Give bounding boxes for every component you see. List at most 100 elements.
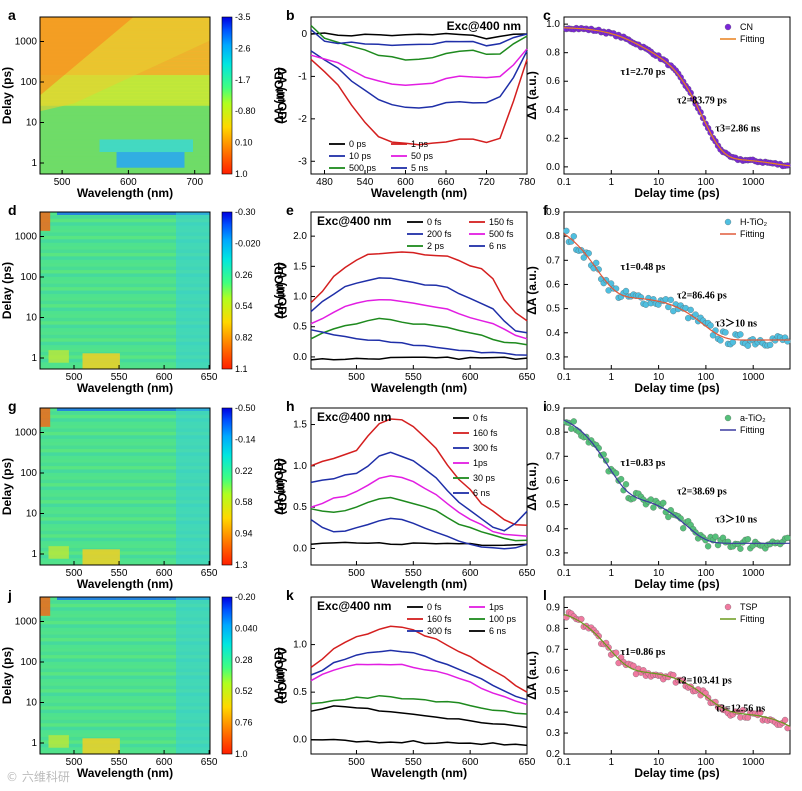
colorbar-tick-label: 0.58 [235,497,253,507]
heatmap-stripe [40,716,210,721]
x-tick-label: 10 [653,372,665,383]
y-axis-label: Delay (ps) [0,458,14,515]
heatmap-stripe [40,341,210,346]
legend-label: 500 ps [349,163,377,173]
heatmap-stripe [40,239,210,244]
y-tick-label: -3 [298,156,307,167]
y-tick-label: 0.6 [546,475,560,486]
heatmap-stripe [40,421,210,426]
tau-annotation: τ3=12.56 ns [715,704,765,715]
heatmap-stripe [40,668,210,673]
y-axis-label: ΔA (mOD) [272,67,286,124]
plot-frame [310,407,528,566]
heatmap-image [40,408,210,565]
x-tick-label: 500 [66,372,83,383]
x-tick-label: 500 [348,568,365,579]
series-line-6-ns [310,329,528,356]
heatmap-stripe [40,431,210,436]
y-tick-label: 2.0 [293,231,307,242]
heatmap-stripe [40,290,210,295]
data-point [737,545,744,552]
heatmap-stripe [40,675,210,680]
legend-label: 1ps [473,458,488,468]
y-axis-label: Delay (ps) [0,647,14,704]
heatmap-stripe [40,634,210,639]
x-tick-label: 650 [519,568,536,579]
x-tick-label: 650 [201,757,218,768]
heatmap-stripe [40,702,210,707]
x-tick-label: 100 [698,568,715,579]
heatmap-stripe [40,445,210,450]
heatmap-stripe [40,733,210,738]
data-point [612,285,620,292]
plot-frame [310,211,528,370]
data-point [781,716,789,724]
heatmap-stripe [40,627,210,632]
heatmap-stripe [40,115,210,120]
panel-label-f: f [543,202,548,218]
y-tick-label: 100 [20,272,37,283]
heatmap-stripe [40,304,210,309]
legend-label: 0 fs [427,602,442,612]
heatmap-stripe [40,530,210,535]
fit-curve [563,233,790,341]
y-tick-label: 1000 [15,616,38,627]
x-tick-label: 600 [462,568,479,579]
heatmap-stripe [40,607,210,612]
y-tick-label: 1.5 [293,420,307,431]
heatmap-stripe [40,314,210,319]
panel-g: g 1 10 100 1000 500 550 600 650 Wavelength (nm) De… [0,398,289,591]
heatmap-stripe [40,685,210,690]
series-line-150-fs [310,251,528,322]
panel-label-c: c [543,7,551,23]
y-tick-label: 100 [20,77,37,88]
y-axis-label: ΔA (a.u.) [525,651,539,700]
y-tick-label: 0.4 [546,524,560,535]
data-point [570,418,577,425]
series-line-300-fs [310,649,528,701]
heatmap-stripe [40,740,210,745]
panel-h: h 500 550 600 650 0.0 0.5 1.0 1.5 Wavelength (nm)… [272,398,536,591]
tau-annotation: τ3＞10 ns [715,514,757,526]
x-tick-label: 550 [405,568,422,579]
heatmap-feature [176,212,210,369]
y-tick-label: 0.7 [546,451,560,462]
panel-label-a: a [8,7,16,23]
watermark: © 六维科研 [6,770,70,784]
heatmap-stripe [40,324,210,329]
heatmap-stripe [40,655,210,660]
legend-label: 1 ps [411,139,429,149]
heatmap-stripe [40,256,210,261]
plot-frame [39,596,211,755]
heatmap-stripe [40,665,210,670]
y-tick-label: 1000 [15,36,38,47]
y-tick-label: 0.6 [546,279,560,290]
legend-label: 200 fs [427,229,452,239]
heatmap-stripe [40,455,210,460]
tau-annotation: τ2=103.41 ps [677,675,732,686]
x-tick-label: 500 [348,757,365,768]
heatmap-stripe [40,493,210,498]
heatmap-image [40,597,210,754]
y-tick-label: 0.0 [293,543,307,554]
x-tick-label: 1 [609,177,615,188]
legend-label: a-TiO₂ [740,413,766,423]
y-tick-label: 0.6 [546,76,560,87]
legend-label: 6 ns [473,488,491,498]
heatmap-stripe [40,651,210,656]
data-point [680,525,687,532]
heatmap-stripe [40,641,210,646]
panel-e: e 500 550 600 650 0.0 0.5 1.0 1.5 2.0 Wavelength (… [272,202,536,395]
y-tick-label: 0.3 [546,728,560,739]
x-tick-label: 1 [609,372,615,383]
y-axis-label: ΔA (a.u.) [525,462,539,511]
heatmap-stripe [40,661,210,666]
data-point [749,336,756,343]
x-tick-label: 650 [201,372,218,383]
plot-frame [39,211,211,370]
x-tick-label: 550 [405,372,422,383]
x-tick-label: 550 [405,757,422,768]
data-point [602,276,610,284]
heatmap-stripe [40,561,210,565]
heatmap-stripe [40,78,210,83]
